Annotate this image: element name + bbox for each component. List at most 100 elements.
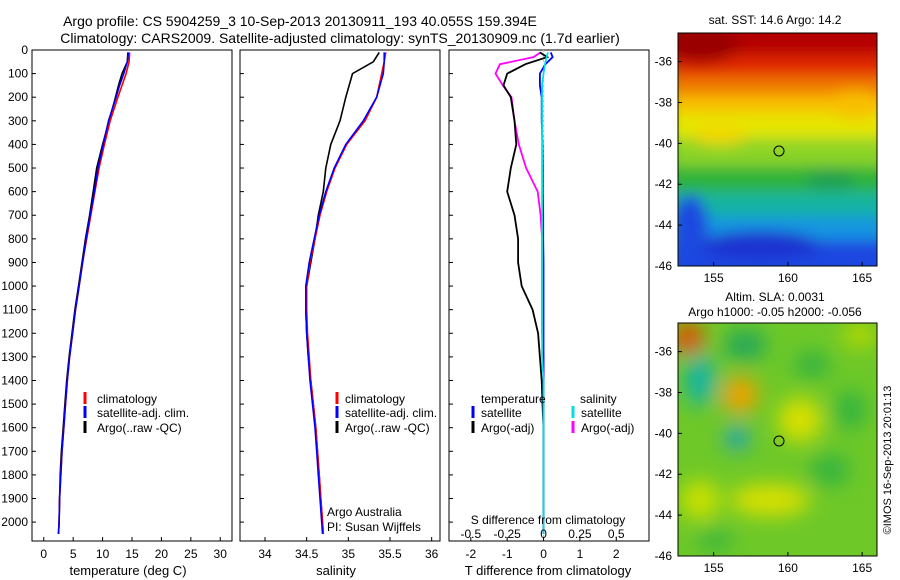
x-tick-label: 34.5	[295, 547, 319, 561]
legend-label-t-argo: Argo(-adj)	[481, 421, 534, 435]
y-tick-label: 400	[8, 137, 28, 151]
y-tick-label: 500	[8, 161, 28, 175]
x-tick-label: 35	[342, 547, 356, 561]
y-tick-label: 1500	[1, 397, 28, 411]
s-tick-label: -0.5	[460, 527, 481, 541]
x-tick-label: 25	[184, 547, 198, 561]
y-tick-label: 1800	[1, 468, 28, 482]
argo-position-marker	[773, 435, 785, 447]
legend-header-salinity: salinity	[580, 392, 617, 406]
legend-label-argo: Argo(..raw -QC)	[97, 421, 182, 435]
x-tick-label: 0	[40, 547, 47, 561]
y-tick-label: 1900	[1, 492, 28, 506]
temperature-axes-box	[31, 49, 233, 542]
sla-map: Altim. SLA: 0.0031 Argo h1000: -0.05 h20…	[655, 290, 878, 575]
lat-tick-label: -36	[655, 345, 673, 359]
x-tick-label: 34	[258, 547, 272, 561]
x-tick-label: 10	[96, 547, 110, 561]
y-tick-label: 2000	[1, 515, 28, 529]
legend-label-argo: Argo(..raw -QC)	[345, 421, 430, 435]
lon-tick-label: 155	[704, 271, 724, 285]
s-tick-label: 0.25	[568, 527, 592, 541]
sst-field	[678, 33, 877, 266]
x-tick-label: 20	[155, 547, 169, 561]
sla-map-title: Altim. SLA: 0.0031	[725, 290, 825, 304]
x-tick-label: 35.5	[378, 547, 402, 561]
y-tick-label: 600	[8, 185, 28, 199]
y-tick-label: 1600	[1, 421, 28, 435]
legend-label-satellite: satellite-adj. clim.	[97, 406, 189, 420]
x-tick-label: 0	[540, 547, 547, 561]
legend-label-climatology: climatology	[97, 392, 157, 406]
salinity-axes-box	[239, 49, 441, 542]
argo-position-marker	[773, 145, 785, 157]
temperature-panel: 0 5 10 15 20 25 30 0 100 200 300 400 500 600 700 800 90…	[1, 43, 233, 578]
lon-tick-label: 160	[778, 561, 798, 575]
salinity-panel: 34 34.5 35 35.5 36 salinity climatology sate…	[239, 49, 441, 578]
x-tick-label: 2	[613, 547, 620, 561]
y-tick-label: 700	[8, 208, 28, 222]
lat-tick-label: -38	[655, 95, 673, 109]
lat-tick-label: -46	[655, 549, 673, 563]
lat-tick-label: -40	[655, 426, 673, 440]
salinity-legend: climatology satellite-adj. clim. Argo(..…	[335, 392, 437, 435]
figure-title-line1: Argo profile: CS 5904259_3 10-Sep-2013 2…	[63, 13, 537, 29]
legend-label-s-satellite: satellite	[581, 406, 622, 420]
x-tick-label: 36	[425, 547, 439, 561]
sst-map: sat. SST: 14.6 Argo: 14.2	[655, 13, 878, 285]
temperature-legend: climatology satellite-adj. clim. Argo(..…	[83, 392, 189, 435]
s-tick-label: 0	[540, 527, 547, 541]
x-tick-label: -1	[502, 547, 513, 561]
y-tick-label: 800	[8, 232, 28, 246]
legend-header-temperature: temperature	[481, 392, 546, 406]
s-tick-label: -0.25	[494, 527, 522, 541]
annotation-pi: PI: Susan Wijffels	[327, 520, 421, 534]
y-tick-label: 1400	[1, 373, 28, 387]
x-tick-label: 1	[577, 547, 584, 561]
lat-tick-label: -36	[655, 55, 673, 69]
lat-tick-label: -46	[655, 259, 673, 273]
temperature-xlabel: temperature (deg C)	[69, 563, 186, 578]
y-tick-label: 1200	[1, 326, 28, 340]
figure-title-line2: Climatology: CARS2009. Satellite-adjuste…	[60, 30, 620, 46]
lat-tick-label: -44	[655, 508, 673, 522]
t-difference-xlabel: T difference from climatology	[465, 563, 632, 578]
sla-field	[678, 323, 877, 556]
lat-tick-label: -38	[655, 385, 673, 399]
annotation-argo-australia: Argo Australia	[327, 505, 402, 519]
series-line-satellite	[57, 52, 130, 534]
lon-tick-label: 155	[704, 561, 724, 575]
legend-label-s-argo: Argo(-adj)	[581, 421, 634, 435]
legend-label-climatology: climatology	[345, 392, 405, 406]
legend-label-satellite: satellite-adj. clim.	[345, 406, 437, 420]
lat-tick-label: -40	[655, 136, 673, 150]
series-line-s-satellite	[541, 52, 549, 534]
y-tick-label: 1000	[1, 279, 28, 293]
series-line-climatology	[305, 52, 387, 534]
lat-tick-label: -42	[655, 177, 673, 191]
difference-axes-box	[448, 49, 650, 542]
y-tick-label: 0	[21, 43, 28, 57]
x-tick-label: 30	[214, 547, 228, 561]
difference-panel: -2 -1 0 1 2 -0.5 -0.25 0 0.25 0.5 S difference f…	[448, 49, 650, 578]
lat-tick-label: -44	[655, 218, 673, 232]
series-line-satellite	[304, 52, 386, 534]
sst-map-title: sat. SST: 14.6 Argo: 14.2	[709, 13, 842, 27]
y-tick-label: 200	[8, 90, 28, 104]
s-difference-xlabel: S difference from climatology	[471, 513, 626, 527]
sla-map-subtitle: Argo h1000: -0.05 h2000: -0.056	[688, 305, 862, 319]
imos-timestamp: ©IMOS 16-Sep-2013 20:01:13	[882, 386, 894, 535]
y-tick-label: 300	[8, 114, 28, 128]
y-tick-label: 1100	[2, 303, 28, 317]
y-tick-label: 1300	[1, 350, 28, 364]
lat-tick-label: -42	[655, 467, 673, 481]
y-tick-label: 1700	[1, 444, 28, 458]
s-tick-label: 0.5	[608, 527, 625, 541]
y-tick-label: 100	[8, 67, 28, 81]
x-tick-label: 5	[70, 547, 77, 561]
lon-tick-label: 165	[852, 561, 872, 575]
difference-legend: temperature satellite Argo(-adj) salinit…	[471, 392, 634, 435]
salinity-xlabel: salinity	[316, 563, 356, 578]
y-tick-label: 900	[8, 255, 28, 269]
